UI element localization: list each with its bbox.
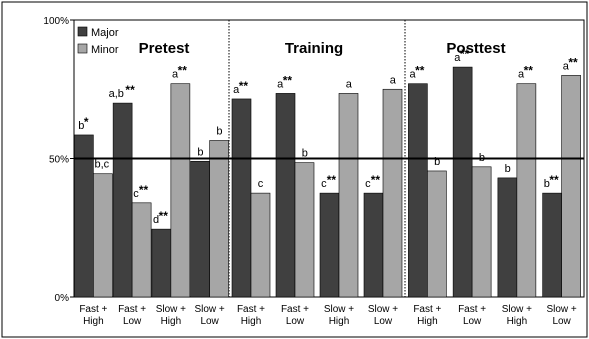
major-significance-stars: ** bbox=[239, 79, 249, 93]
minor-significance-letter: b bbox=[434, 156, 440, 168]
minor-significance-stars: ** bbox=[568, 55, 578, 69]
minor-significance-letter: a bbox=[563, 60, 570, 72]
x-category-label: Slow + bbox=[502, 304, 532, 315]
x-category-label: Low bbox=[286, 316, 305, 327]
x-category-label: High bbox=[241, 316, 262, 327]
minor-significance-letter: a bbox=[518, 69, 525, 81]
x-category-label: Slow + bbox=[194, 304, 224, 315]
x-category-label: Fast + bbox=[413, 304, 441, 315]
bar-minor bbox=[93, 173, 113, 298]
major-significance-stars: ** bbox=[283, 73, 293, 87]
panel-title: Posttest bbox=[446, 40, 505, 57]
major-significance-letter: c bbox=[365, 178, 371, 190]
legend-label: Minor bbox=[91, 44, 119, 56]
minor-significance-letter: c bbox=[258, 178, 264, 190]
x-category-label: Fast + bbox=[458, 304, 486, 315]
bar-major bbox=[151, 228, 172, 298]
bar-minor bbox=[170, 83, 191, 298]
bar-major bbox=[112, 102, 133, 298]
x-category-label: Fast + bbox=[79, 304, 107, 315]
x-category-label: Fast + bbox=[281, 304, 309, 315]
major-significance-stars: ** bbox=[125, 83, 135, 97]
x-category-label: High bbox=[507, 316, 528, 327]
x-category-label: Low bbox=[552, 316, 571, 327]
minor-significance-letter: a bbox=[172, 69, 179, 81]
major-significance-letter: a bbox=[277, 78, 284, 90]
legend-swatch bbox=[77, 26, 88, 37]
major-significance-letter: a bbox=[233, 84, 240, 96]
major-significance-letter: b bbox=[197, 146, 203, 158]
bar-minor bbox=[294, 162, 315, 298]
x-category-label: Slow + bbox=[324, 304, 354, 315]
bar-minor bbox=[561, 75, 581, 298]
bar-major bbox=[190, 160, 210, 298]
major-significance-letter: b bbox=[78, 120, 84, 132]
x-category-label: High bbox=[329, 316, 350, 327]
x-category-label: Low bbox=[463, 316, 482, 327]
x-category-label: Low bbox=[374, 316, 393, 327]
y-tick-label: 100% bbox=[43, 16, 69, 27]
minor-significance-letter: a bbox=[390, 74, 397, 86]
x-category-label: High bbox=[83, 316, 104, 327]
minor-significance-stars: ** bbox=[139, 183, 149, 197]
major-significance-letter: d bbox=[153, 214, 159, 226]
major-significance-stars: ** bbox=[549, 173, 559, 187]
bar-major bbox=[542, 192, 562, 298]
bar-major bbox=[408, 83, 428, 298]
y-tick-label: 0% bbox=[55, 293, 70, 304]
minor-significance-stars: ** bbox=[524, 64, 534, 78]
bar-major bbox=[319, 192, 340, 298]
major-significance-stars: ** bbox=[415, 64, 425, 78]
major-significance-letter: a bbox=[454, 52, 461, 64]
major-significance-letter: c bbox=[321, 178, 327, 190]
panel-title: Pretest bbox=[139, 40, 190, 57]
major-significance-stars: ** bbox=[327, 173, 337, 187]
bar-major bbox=[452, 66, 473, 298]
minor-significance-letter: c bbox=[133, 188, 139, 200]
major-significance-letter: a bbox=[409, 69, 416, 81]
x-category-label: Fast + bbox=[237, 304, 265, 315]
x-category-label: Low bbox=[123, 316, 142, 327]
major-significance-stars: ** bbox=[371, 173, 381, 187]
bar-minor bbox=[209, 140, 229, 298]
bar-minor bbox=[471, 166, 492, 298]
bar-minor bbox=[427, 170, 447, 298]
x-category-label: High bbox=[161, 316, 182, 327]
y-tick-label: 50% bbox=[49, 155, 69, 166]
bar-minor bbox=[516, 83, 537, 298]
major-significance-stars: * bbox=[84, 115, 89, 129]
x-category-label: Fast + bbox=[118, 304, 146, 315]
major-significance-stars: ** bbox=[460, 47, 470, 61]
bar-major bbox=[363, 192, 384, 298]
major-significance-letter: b bbox=[544, 178, 550, 190]
minor-significance-stars: ** bbox=[178, 64, 188, 78]
minor-significance-letter: b bbox=[216, 125, 222, 137]
bar-minor bbox=[382, 88, 403, 298]
panel-title: Training bbox=[285, 40, 343, 57]
legend-label: Major bbox=[91, 27, 119, 39]
minor-significance-letter: b bbox=[302, 148, 308, 160]
legend-swatch bbox=[77, 43, 88, 54]
x-category-label: Low bbox=[200, 316, 219, 327]
major-significance-letter: a,b bbox=[109, 88, 124, 100]
major-significance-stars: ** bbox=[159, 209, 169, 223]
bar-minor bbox=[338, 93, 359, 298]
x-category-label: Slow + bbox=[156, 304, 186, 315]
bar-major bbox=[231, 98, 252, 298]
x-category-label: Slow + bbox=[546, 304, 576, 315]
minor-significance-letter: b,c bbox=[94, 159, 109, 171]
major-significance-letter: b bbox=[505, 163, 511, 175]
x-category-label: High bbox=[417, 316, 438, 327]
bar-major bbox=[275, 93, 296, 298]
bar-major bbox=[497, 177, 518, 298]
minor-significance-letter: a bbox=[346, 78, 353, 90]
bar-minor bbox=[131, 202, 152, 298]
x-category-label: Slow + bbox=[368, 304, 398, 315]
bar-minor bbox=[250, 192, 271, 298]
